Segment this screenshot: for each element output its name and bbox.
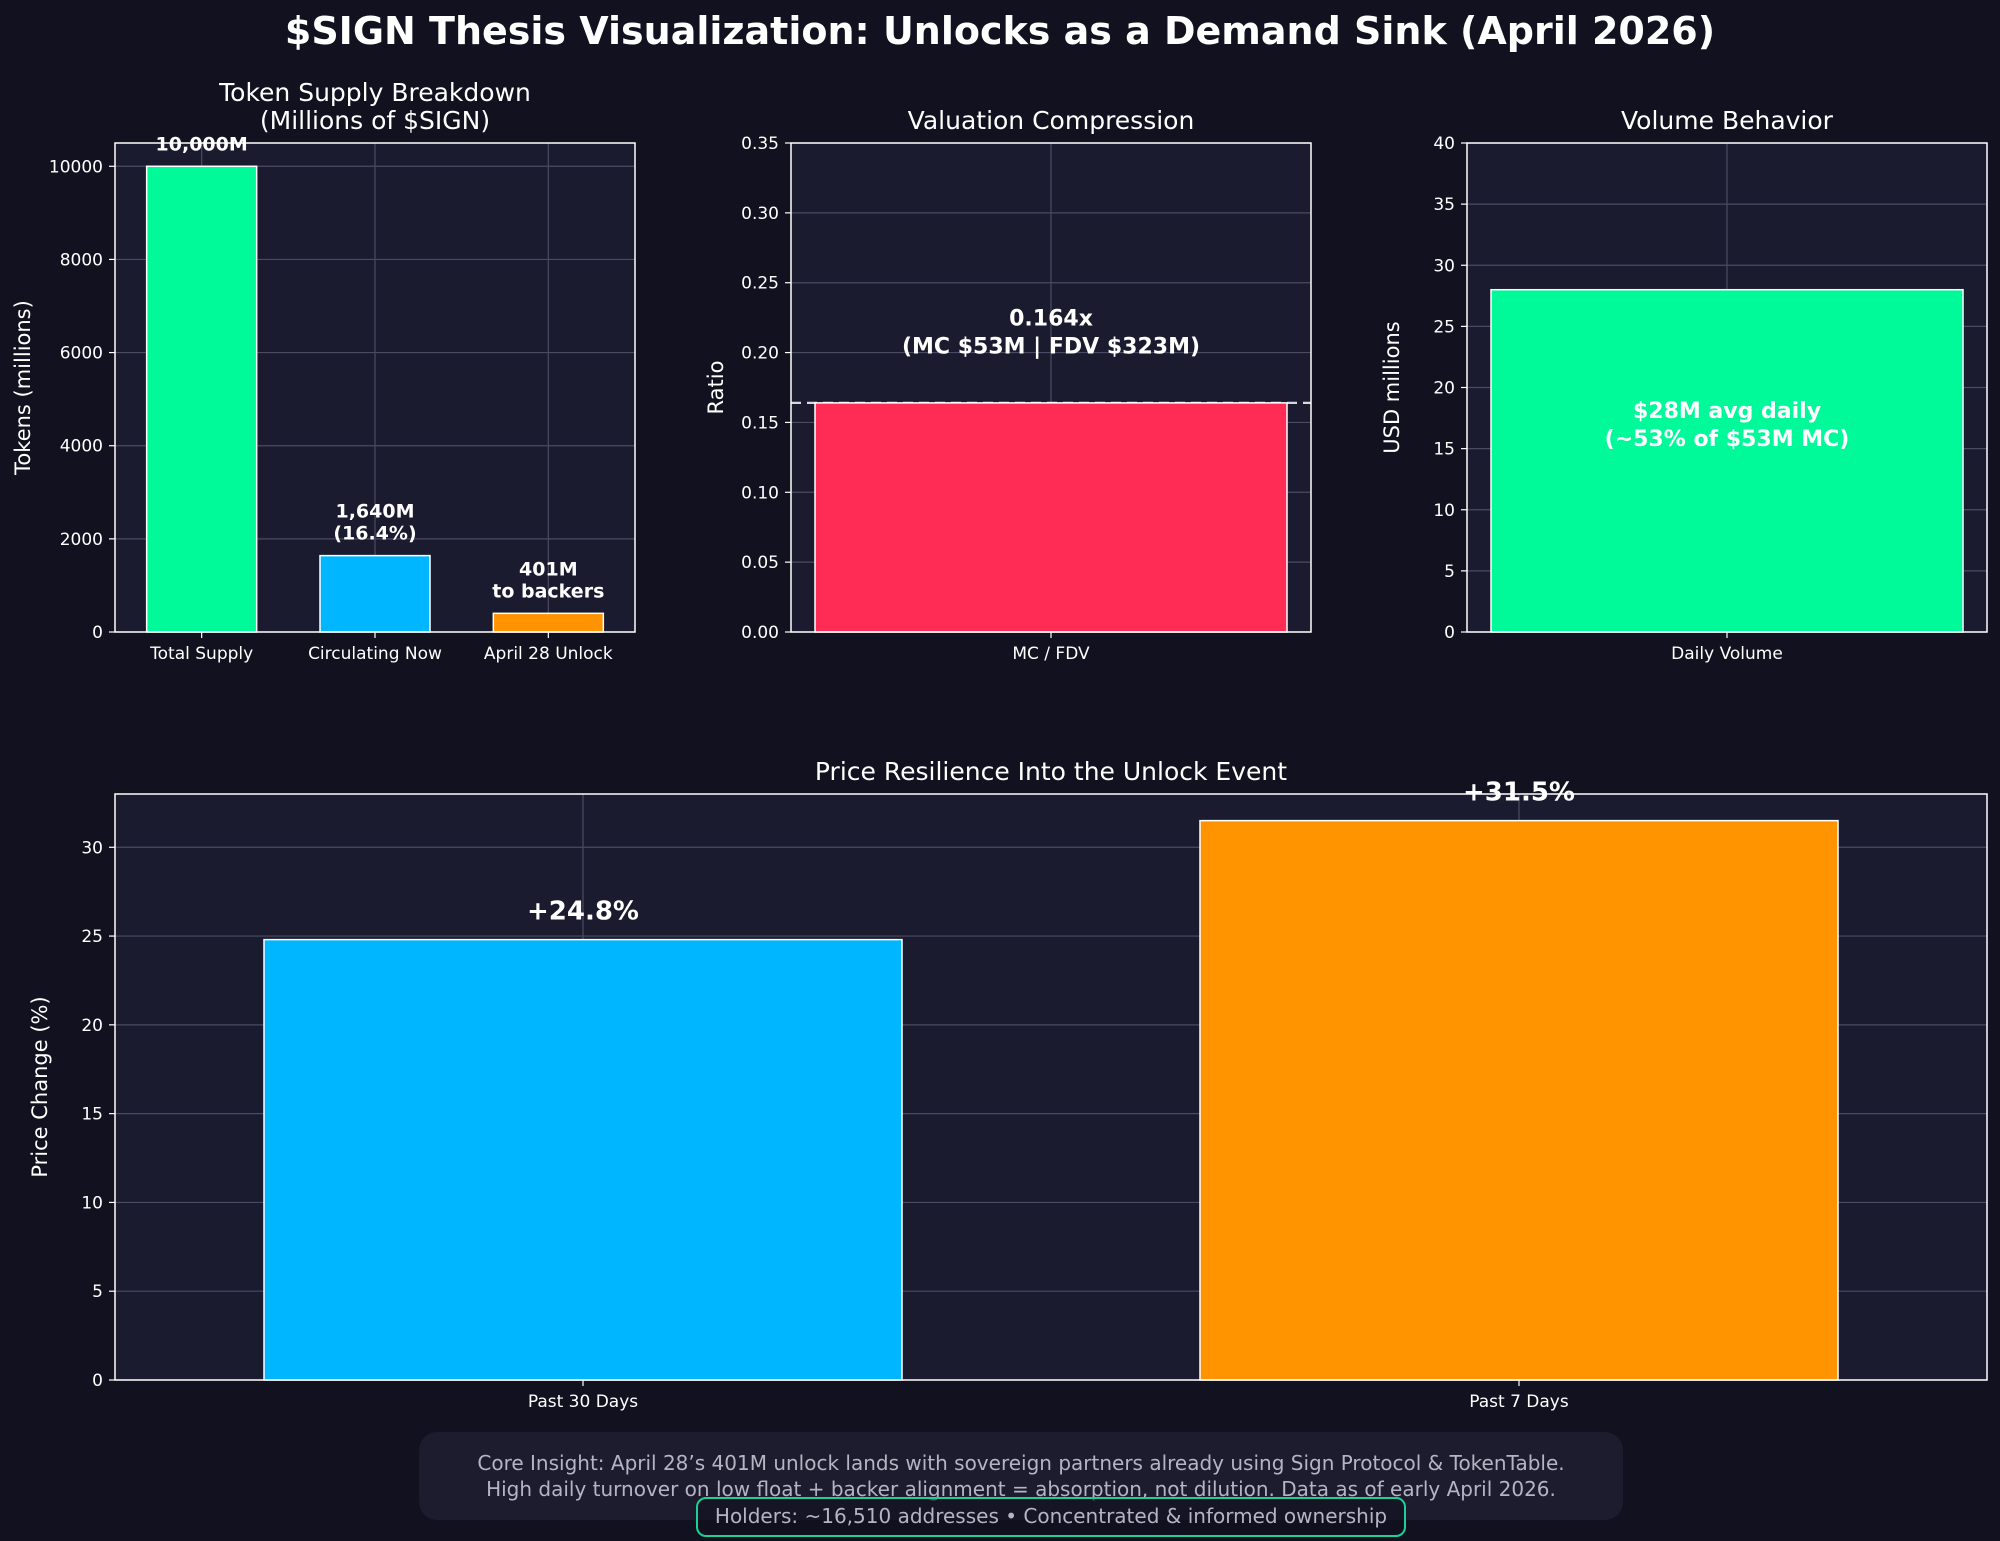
chart-title: Price Resilience Into the Unlock Event — [815, 757, 1287, 786]
chart-title: Token Supply Breakdown (Millions of $SIGN… — [218, 78, 531, 135]
y-tick-label: 5 — [1444, 562, 1455, 582]
chart-price: 0 5 10 15 20 25 30 Past 30 Days Past 7 Days +24.8… — [28, 757, 1988, 1412]
y-tick-label: 0 — [1444, 623, 1455, 643]
y-tick-label: 25 — [1433, 317, 1455, 337]
y-tick-label: 0.30 — [741, 204, 779, 224]
x-tick-label: Past 30 Days — [528, 1392, 638, 1412]
data-label: 401M to backers — [492, 558, 604, 602]
data-label: 10,000M — [156, 133, 248, 155]
figure-title: $SIGN Thesis Visualization: Unlocks as a… — [285, 9, 1715, 53]
chart-volume: 0 5 10 15 20 25 30 35 40 Daily Volume $28M avg dai… — [1380, 106, 1988, 664]
y-tick-label: 0 — [92, 623, 103, 643]
bar-supply-2 — [492, 612, 605, 633]
y-tick-label: 10 — [1433, 501, 1455, 521]
y-tick-label: 10000 — [49, 157, 103, 177]
y-tick-label: 30 — [1433, 256, 1455, 276]
data-label: +24.8% — [527, 897, 639, 927]
y-tick-label: 4000 — [60, 437, 103, 457]
y-tick-label: 0.05 — [741, 553, 779, 573]
axes-frame — [114, 793, 1988, 1381]
x-tick-label: Past 7 Days — [1469, 1392, 1569, 1412]
y-tick-label: 6000 — [60, 344, 103, 364]
y-tick-label: 5 — [92, 1282, 103, 1302]
bar-price-1 — [1199, 819, 1839, 1381]
annotation: $28M avg daily (~53% of $53M MC) — [1605, 399, 1850, 452]
data-label: +31.5% — [1463, 778, 1575, 808]
x-tick-label: Circulating Now — [308, 644, 442, 664]
y-tick-label: 0 — [92, 1371, 103, 1391]
y-tick-label: 0.20 — [741, 344, 779, 364]
bar-valuation-0 — [814, 402, 1288, 633]
y-tick-label: 40 — [1433, 134, 1455, 154]
bar-supply-1 — [319, 554, 431, 633]
x-tick-label: April 28 Unlock — [484, 644, 613, 664]
y-tick-label: 15 — [1433, 440, 1455, 460]
y-tick-label: 0.10 — [741, 483, 779, 503]
bar-supply-0 — [145, 165, 258, 633]
holders-badge: Holders: ~16,510 addresses • Concentrate… — [696, 1497, 1406, 1537]
chart-title: Valuation Compression — [908, 106, 1195, 135]
y-tick-label: 0.25 — [741, 274, 779, 294]
y-axis-label: USD millions — [1380, 321, 1404, 453]
y-tick-label: 20 — [81, 1016, 103, 1036]
x-tick-label: Total Supply — [149, 644, 253, 664]
y-axis-label: Ratio — [704, 361, 728, 415]
y-tick-label: 2000 — [60, 530, 103, 550]
chart-valuation: 0.00 0.05 0.10 0.15 0.20 0.25 0.30 0.35 MC / FDV… — [704, 106, 1312, 664]
x-tick-label: MC / FDV — [1012, 644, 1090, 664]
y-tick-label: 25 — [81, 927, 103, 947]
y-tick-label: 10 — [81, 1193, 103, 1213]
y-axis-label: Tokens (millions) — [11, 300, 35, 476]
annotation: 0.164x (MC $53M | FDV $323M) — [902, 307, 1200, 360]
data-label: 1,640M (16.4%) — [333, 501, 416, 545]
y-tick-label: 30 — [81, 838, 103, 858]
y-tick-label: 15 — [81, 1105, 103, 1125]
y-tick-label: 35 — [1433, 195, 1455, 215]
x-tick-label: Daily Volume — [1671, 644, 1783, 664]
y-tick-label: 0.00 — [741, 623, 779, 643]
bar-price-0 — [263, 938, 903, 1381]
y-tick-label: 8000 — [60, 250, 103, 270]
y-tick-label: 0.15 — [741, 413, 779, 433]
bar-volume-0 — [1490, 288, 1964, 633]
chart-title: Volume Behavior — [1621, 106, 1834, 135]
y-axis-label: Price Change (%) — [28, 996, 52, 1177]
y-tick-label: 0.35 — [741, 134, 779, 154]
core-insight-line-1: Core Insight: April 28’s 401M unlock lan… — [477, 1451, 1565, 1475]
chart-supply: 0 2000 4000 6000 8000 10000 Total Supply Circul… — [11, 78, 636, 664]
y-tick-label: 20 — [1433, 379, 1455, 399]
